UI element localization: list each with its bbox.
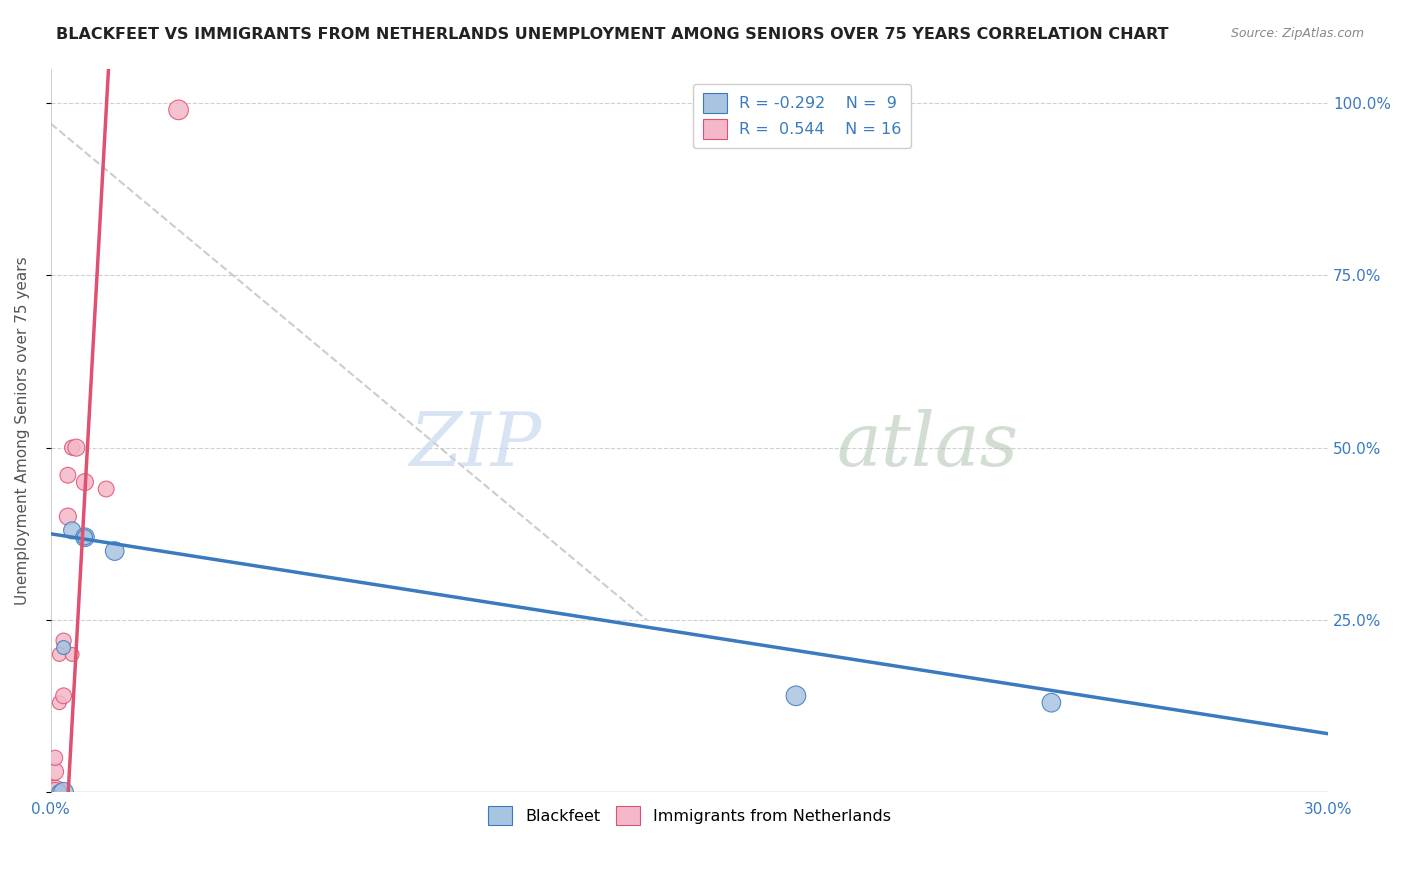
Point [60,441,83,455]
Text: atlas: atlas [837,409,1018,481]
Point [44,785,66,799]
Point [44,751,66,765]
Point [48,785,70,799]
Point [785,689,807,703]
Point [52,633,75,648]
Point [104,544,127,558]
Point [65,441,87,455]
Point [56,468,79,483]
Point [60,648,83,662]
Point [52,689,75,703]
Text: ZIP: ZIP [411,409,543,481]
Point [73,530,96,544]
Point [73,475,96,489]
Legend: Blackfeet, Immigrants from Netherlands: Blackfeet, Immigrants from Netherlands [478,797,900,835]
Point [52,785,75,799]
Point [44,785,66,799]
Point [44,764,66,779]
Point [1040,696,1063,710]
Point [60,524,83,538]
Point [73,530,96,544]
Text: BLACKFEET VS IMMIGRANTS FROM NETHERLANDS UNEMPLOYMENT AMONG SENIORS OVER 75 YEAR: BLACKFEET VS IMMIGRANTS FROM NETHERLANDS… [56,27,1168,42]
Point [56,509,79,524]
Point [48,696,70,710]
Text: Source: ZipAtlas.com: Source: ZipAtlas.com [1230,27,1364,40]
Point [167,103,190,117]
Point [52,640,75,655]
Point [48,648,70,662]
Point [96,482,118,496]
Y-axis label: Unemployment Among Seniors over 75 years: Unemployment Among Seniors over 75 years [15,256,30,605]
